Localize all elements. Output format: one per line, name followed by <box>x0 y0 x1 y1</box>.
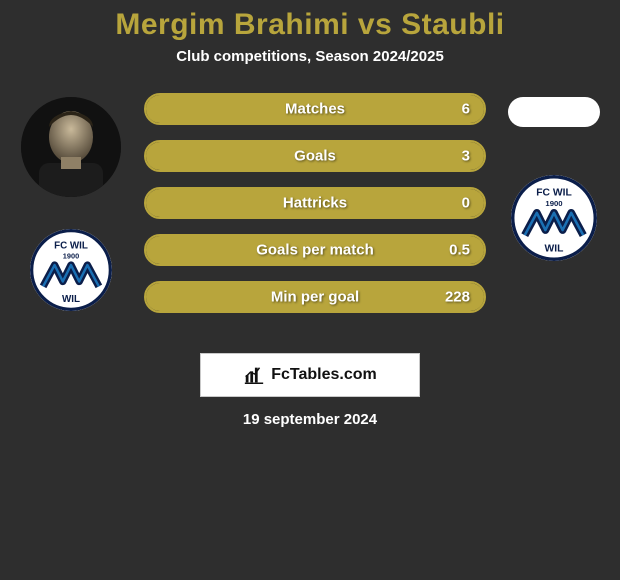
stat-bar-right-value: 228 <box>445 289 470 306</box>
bar-chart-icon <box>243 364 265 386</box>
club-top-text: FC WIL <box>54 241 88 252</box>
page-title: Mergim Brahimi vs Staubli <box>0 8 620 42</box>
stat-bar-label: Goals per match <box>256 242 374 259</box>
stat-bar: Min per goal 228 <box>144 281 486 313</box>
brand-box: FcTables.com <box>200 353 420 397</box>
stat-bar-label: Hattricks <box>283 195 347 212</box>
comparison-row: FC WIL 1900 WIL Matches 6 Goals 3 Hattricks 0… <box>0 83 620 313</box>
stat-bar-label: Matches <box>285 101 345 118</box>
stat-bar-right-value: 6 <box>462 101 470 118</box>
stat-bar-label: Goals <box>294 148 336 165</box>
player-silhouette-icon <box>21 97 121 197</box>
club-top-text: FC WIL <box>536 188 572 199</box>
stat-bar-right-value: 3 <box>462 148 470 165</box>
brand-text: FcTables.com <box>271 366 377 384</box>
left-player-photo <box>21 97 121 197</box>
right-player-pill <box>508 97 600 127</box>
club-bottom-text: WIL <box>545 244 564 255</box>
stat-bar: Goals 3 <box>144 140 486 172</box>
stat-bars: Matches 6 Goals 3 Hattricks 0 Goals per match 0… <box>136 83 494 313</box>
stat-bar-label: Min per goal <box>271 289 359 306</box>
right-player-column: FC WIL 1900 WIL <box>494 83 614 261</box>
generated-date: 19 september 2024 <box>0 411 620 428</box>
stat-bar: Matches 6 <box>144 93 486 125</box>
stat-bar-right-value: 0 <box>462 195 470 212</box>
right-club-badge: FC WIL 1900 WIL <box>511 175 597 261</box>
left-club-badge: FC WIL 1900 WIL <box>30 229 112 311</box>
club-badge-icon: FC WIL 1900 WIL <box>511 175 597 261</box>
stat-bar: Goals per match 0.5 <box>144 234 486 266</box>
club-bottom-text: WIL <box>62 294 80 305</box>
club-year-text: 1900 <box>545 199 562 208</box>
page-subtitle: Club competitions, Season 2024/2025 <box>0 48 620 65</box>
club-year-text: 1900 <box>63 252 79 261</box>
stat-bar: Hattricks 0 <box>144 187 486 219</box>
club-badge-icon: FC WIL 1900 WIL <box>30 229 112 311</box>
left-player-column: FC WIL 1900 WIL <box>6 83 136 311</box>
stat-bar-right-value: 0.5 <box>449 242 470 259</box>
